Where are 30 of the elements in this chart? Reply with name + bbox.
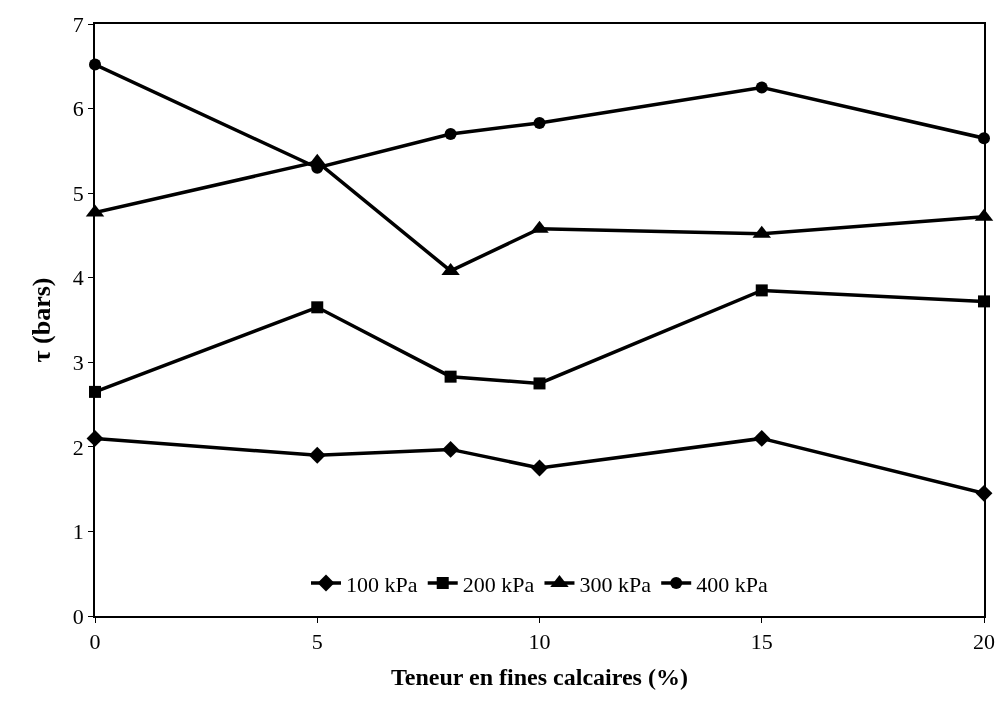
point (533, 116, 546, 129)
point (308, 446, 326, 464)
point (533, 377, 546, 390)
point (755, 81, 768, 94)
point (444, 370, 457, 383)
x-axis-title: Teneur en fines calcaires (%) (391, 663, 688, 690)
y-tick-label: 0 (72, 603, 84, 629)
y-tick-label: 7 (72, 11, 84, 37)
point (753, 429, 771, 447)
point (311, 301, 324, 314)
x-tick-label: 10 (528, 629, 551, 655)
legend-label: 300 kPa (579, 571, 652, 597)
point (442, 440, 460, 458)
legend-label: 400 kPa (696, 571, 768, 597)
y-tick-label: 2 (72, 434, 84, 460)
y-axis-title: τ (bars) (26, 277, 56, 363)
y-tick-label: 1 (72, 519, 84, 545)
point (531, 459, 548, 477)
y-tick-label: 5 (72, 180, 84, 206)
point (755, 284, 768, 297)
point (444, 127, 457, 140)
y-tick-label: 3 (72, 349, 84, 375)
legend-label: 200 kPa (462, 571, 535, 597)
x-tick-label: 20 (973, 629, 995, 655)
legend-label: 100 kPa (346, 571, 418, 597)
y-tick-label: 6 (72, 96, 84, 122)
x-tick-label: 15 (750, 629, 773, 655)
y-tick-label: 4 (72, 265, 84, 291)
x-tick-label: 0 (89, 629, 101, 655)
x-tick-label: 5 (311, 629, 323, 655)
